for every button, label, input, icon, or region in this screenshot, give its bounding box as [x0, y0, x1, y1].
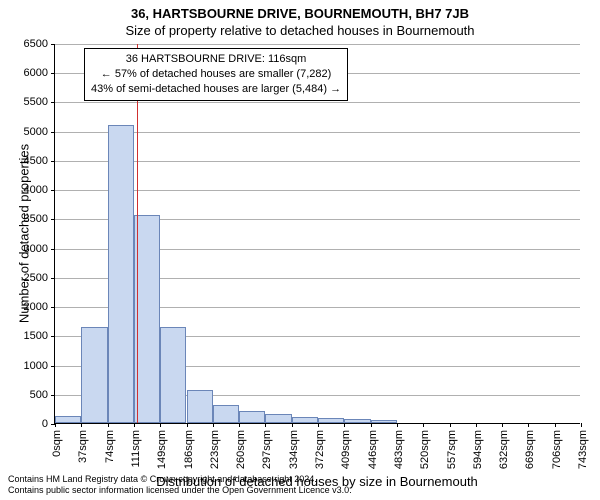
callout-line-2: ← 57% of detached houses are smaller (7,…: [91, 67, 341, 82]
x-tick-mark: [476, 423, 477, 427]
footnote: Contains HM Land Registry data © Crown c…: [8, 474, 592, 496]
y-tick-mark: [51, 219, 55, 220]
chart-area: 36 HARTSBOURNE DRIVE: 116sqm ← 57% of de…: [54, 44, 580, 424]
y-tick-label: 4000: [0, 184, 48, 196]
x-tick-mark: [55, 423, 56, 427]
histogram-bar: [81, 327, 107, 423]
x-tick-label: 632sqm: [498, 430, 510, 469]
y-tick-label: 500: [0, 389, 48, 401]
y-tick-label: 3500: [0, 213, 48, 225]
histogram-bar: [371, 420, 397, 424]
y-tick-label: 3000: [0, 243, 48, 255]
y-tick-mark: [51, 132, 55, 133]
y-tick-label: 4500: [0, 155, 48, 167]
y-tick-mark: [51, 278, 55, 279]
x-tick-label: 186sqm: [183, 430, 195, 469]
page-title: 36, HARTSBOURNE DRIVE, BOURNEMOUTH, BH7 …: [0, 0, 600, 21]
x-tick-label: 37sqm: [77, 430, 89, 463]
x-tick-mark: [318, 423, 319, 427]
histogram-bar: [213, 405, 239, 423]
y-tick-mark: [51, 395, 55, 396]
x-tick-label: 372sqm: [314, 430, 326, 469]
x-tick-mark: [397, 423, 398, 427]
x-tick-label: 557sqm: [446, 430, 458, 469]
histogram-bar: [344, 419, 370, 423]
x-tick-label: 446sqm: [367, 430, 379, 469]
x-tick-mark: [502, 423, 503, 427]
y-tick-label: 5500: [0, 96, 48, 108]
y-tick-mark: [51, 73, 55, 74]
grid-line: [55, 102, 580, 103]
y-tick-mark: [51, 307, 55, 308]
histogram-bar: [55, 416, 81, 423]
page-subtitle: Size of property relative to detached ho…: [0, 21, 600, 42]
y-tick-label: 2500: [0, 272, 48, 284]
x-tick-mark: [160, 423, 161, 427]
x-tick-label: 74sqm: [104, 430, 116, 463]
x-tick-mark: [108, 423, 109, 427]
x-tick-mark: [265, 423, 266, 427]
x-tick-label: 111sqm: [130, 430, 142, 468]
callout-box: 36 HARTSBOURNE DRIVE: 116sqm ← 57% of de…: [84, 48, 348, 101]
x-tick-label: 409sqm: [340, 430, 352, 469]
reference-line: [137, 44, 138, 423]
x-tick-mark: [344, 423, 345, 427]
x-tick-mark: [187, 423, 188, 427]
x-tick-label: 334sqm: [288, 430, 300, 469]
x-tick-label: 297sqm: [261, 430, 273, 469]
x-tick-label: 223sqm: [209, 430, 221, 469]
histogram-bar: [318, 418, 344, 423]
callout-line-3: 43% of semi-detached houses are larger (…: [91, 82, 341, 97]
x-tick-mark: [371, 423, 372, 427]
x-tick-mark: [134, 423, 135, 427]
grid-line: [55, 44, 580, 45]
histogram-bar: [292, 417, 318, 423]
y-tick-mark: [51, 161, 55, 162]
histogram-bar: [160, 327, 186, 423]
y-tick-label: 6000: [0, 67, 48, 79]
x-tick-label: 520sqm: [419, 430, 431, 469]
x-tick-mark: [581, 423, 582, 427]
x-tick-mark: [555, 423, 556, 427]
x-tick-label: 260sqm: [235, 430, 247, 469]
x-tick-mark: [81, 423, 82, 427]
x-tick-mark: [450, 423, 451, 427]
footnote-line-1: Contains HM Land Registry data © Crown c…: [8, 474, 592, 485]
y-tick-label: 0: [0, 418, 48, 430]
plot-surface: [54, 44, 580, 424]
y-tick-mark: [51, 336, 55, 337]
footnote-line-2: Contains public sector information licen…: [8, 485, 592, 496]
y-tick-label: 6500: [0, 38, 48, 50]
y-tick-label: 1000: [0, 360, 48, 372]
y-tick-label: 5000: [0, 126, 48, 138]
y-tick-mark: [51, 44, 55, 45]
x-tick-mark: [239, 423, 240, 427]
histogram-bar: [239, 411, 265, 423]
x-tick-label: 149sqm: [156, 430, 168, 469]
callout-line-1: 36 HARTSBOURNE DRIVE: 116sqm: [91, 52, 341, 67]
x-tick-mark: [213, 423, 214, 427]
x-tick-label: 594sqm: [472, 430, 484, 469]
y-tick-mark: [51, 366, 55, 367]
y-tick-mark: [51, 249, 55, 250]
x-tick-label: 0sqm: [51, 430, 63, 457]
y-tick-mark: [51, 190, 55, 191]
histogram-bar: [265, 414, 291, 423]
x-tick-label: 669sqm: [524, 430, 536, 469]
x-tick-mark: [292, 423, 293, 427]
y-tick-label: 1500: [0, 330, 48, 342]
y-tick-label: 2000: [0, 301, 48, 313]
x-tick-mark: [423, 423, 424, 427]
x-tick-label: 743sqm: [577, 430, 589, 469]
x-tick-label: 483sqm: [393, 430, 405, 469]
histogram-bar: [187, 390, 213, 423]
x-tick-mark: [528, 423, 529, 427]
y-tick-mark: [51, 102, 55, 103]
x-tick-label: 706sqm: [551, 430, 563, 469]
histogram-bar: [108, 125, 134, 423]
